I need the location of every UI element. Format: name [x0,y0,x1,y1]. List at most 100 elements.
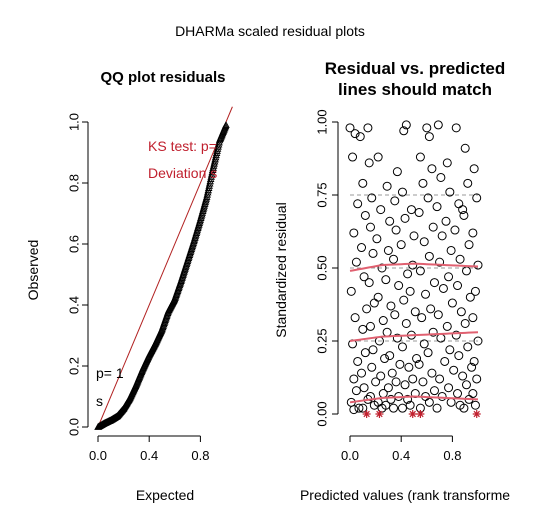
qq-point [203,190,211,198]
qq-x-tick-label: 0.0 [89,448,107,463]
residual-point [469,356,479,366]
residual-point [455,254,465,264]
residual-point [437,391,447,401]
residual-point [429,278,439,288]
residual-point [392,167,402,177]
qq-y-tick-label: 0.0 [67,418,82,436]
residual-point [444,272,454,282]
residual-point [453,389,463,399]
qq-panel: QQ plot residuals 0.0 0.4 0.80.00.20.40.60… [25,69,233,503]
residual-point [363,123,373,133]
residual-point [400,213,410,223]
residual-point [367,193,377,203]
residual-point [424,132,434,142]
qq-y-tick-label: 0.6 [67,235,82,253]
residual-point [406,205,416,215]
residual-point [461,266,471,276]
outlier-point [416,410,425,418]
residual-point [473,336,483,346]
qq-point [210,157,219,165]
residual-point [387,368,397,378]
residual-point [419,339,429,349]
residual-point [345,123,355,133]
qq-point [209,164,217,171]
qq-point [211,153,220,161]
residual-point [446,245,456,255]
residual-point [403,269,413,279]
residual-point [459,403,469,413]
significance-annotation: s [96,393,103,409]
residual-point [381,275,391,285]
qq-point [206,177,214,185]
residual-point [351,257,361,267]
residual-point [470,400,480,410]
residual-point [424,251,434,261]
residual-y-tick-label: 0.50 [315,255,330,280]
qq-content: KS test: p= Deviation s p= 1 s [94,106,233,430]
deviation-annotation: Deviation s [148,165,217,181]
residual-point [472,193,482,203]
residual-point [386,394,396,404]
residual-point [404,362,414,372]
residual-panel: Residual vs. predicted lines should matc… [273,59,510,503]
residual-point [405,286,415,296]
residual-point [433,310,443,320]
p-value-annotation: p= 1 [96,365,124,381]
residual-point [385,216,395,226]
residual-point [376,205,386,215]
outlier-point [472,410,481,418]
qq-point [215,138,223,146]
residual-point [378,316,388,326]
residual-point [460,143,470,153]
qq-point [214,140,223,148]
residual-point [369,298,379,308]
residual-point [400,380,410,390]
residual-point [405,400,415,410]
residual-point [435,374,445,384]
residual-point [415,266,425,276]
residual-title-line-1: Residual vs. predicted [325,59,505,78]
residual-point [359,272,369,282]
residual-point [354,403,364,413]
residual-point [390,196,400,206]
qq-point [207,170,216,178]
residual-point [362,304,372,314]
residual-point [391,225,401,235]
residual-point [427,164,437,174]
qq-point [212,149,221,156]
qq-point [211,155,219,163]
residual-point [428,327,438,337]
qq-ylabel: Observed [25,240,41,301]
qq-point [204,184,213,191]
residual-point [380,354,390,364]
residual-point [408,260,418,270]
residual-xlabel: Predicted values (rank transforme [300,487,510,503]
residual-point [386,301,396,311]
residual-point [424,397,434,407]
residual-point [418,377,428,387]
qq-point [205,179,214,187]
qq-point [213,144,222,152]
qq-point [207,172,215,180]
residual-point [442,158,452,168]
residual-point [468,313,478,323]
residual-point [396,240,406,250]
residual-point [353,356,363,366]
residual-point [458,205,468,215]
qq-point [202,193,211,200]
residual-point [399,126,409,136]
residual-point [450,225,460,235]
qq-point [209,161,218,169]
residual-point [415,152,425,162]
residual-point [468,389,478,399]
qq-axes: 0.0 0.4 0.8 0.0 0.2 0.4 0.6 0.8 1.0 [67,113,210,463]
residual-point [373,152,383,162]
residual-point [350,129,360,139]
residual-point [428,222,438,232]
residual-point [383,245,393,255]
qq-point [208,166,217,174]
residual-point [368,248,378,258]
figure-title: DHARMa scaled residual plots [175,23,365,39]
residual-x-tick-label: 0.8 [443,448,461,463]
